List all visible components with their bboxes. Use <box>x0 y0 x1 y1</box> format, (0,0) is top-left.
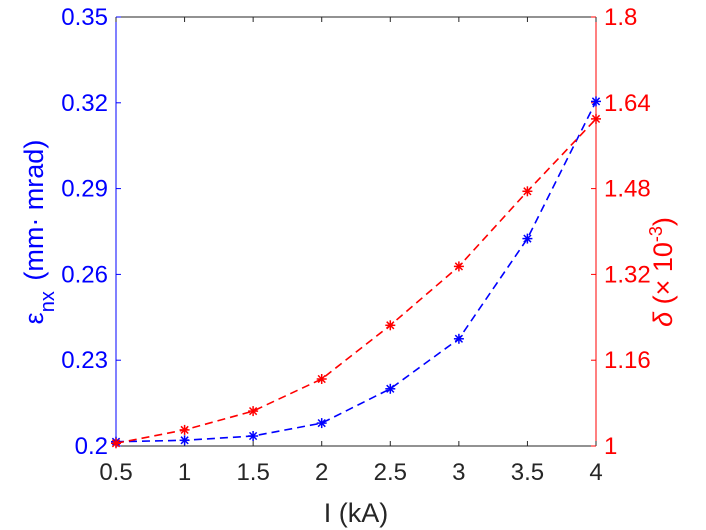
y-left-label-rest: (mm· mrad) <box>19 140 49 288</box>
y-right-label-sup: -3 <box>646 226 666 242</box>
y-left-tick-label: 0.2 <box>75 433 108 460</box>
y-left-tick-label: 0.23 <box>61 347 108 374</box>
x-tick-label: 1.5 <box>236 459 269 486</box>
series-left-point <box>522 233 533 244</box>
y-right-tick-label: 1.48 <box>604 176 651 203</box>
series-left-point <box>385 383 396 394</box>
series-left-point <box>316 418 327 429</box>
series-right-point <box>385 320 396 331</box>
y-left-label-sub: nx <box>37 291 59 312</box>
series-right-point <box>248 406 259 417</box>
series-right-line <box>115 118 597 445</box>
y-left-tick-label: 0.35 <box>61 4 108 31</box>
y-left-axis-title: εnx (mm· mrad) <box>19 140 59 325</box>
series-right-point <box>316 374 327 384</box>
y-left-label-main: ε <box>19 312 49 324</box>
y-right-tick-label: 1.32 <box>604 261 651 288</box>
x-tick-label: 3 <box>452 459 465 486</box>
y-right-tick-label: 1.64 <box>604 90 651 117</box>
x-tick-label: 1 <box>178 459 191 486</box>
series-layer <box>111 96 601 449</box>
x-tick-label: 2 <box>315 459 328 486</box>
x-tick-label: 4 <box>589 459 602 486</box>
series-right-point <box>111 438 121 449</box>
series-left-point <box>591 96 601 107</box>
y-right-tick-label: 1 <box>604 433 617 460</box>
y-right-label-open: (× 10 <box>648 242 678 312</box>
y-right-tick-label: 1.16 <box>604 347 651 374</box>
series-right-point <box>453 261 464 272</box>
y-left-tick-label: 0.29 <box>61 176 108 203</box>
x-tick-label: 0.5 <box>99 459 132 486</box>
axes-group: 0.5 1 1.5 2 2.5 3 3.5 4 0.2 0.23 0.26 0.29 0.32 0.35 1… <box>61 4 650 486</box>
x-tick-label: 2.5 <box>374 459 407 486</box>
series-left-point <box>248 431 259 441</box>
series-left-point <box>179 435 190 446</box>
series-right-point <box>179 424 190 435</box>
y-right-label-main: δ <box>648 311 678 327</box>
y-right-axis-title: δ (× 10-3) <box>646 217 678 327</box>
y-left-tick-label: 0.26 <box>61 261 108 288</box>
series-left-point <box>453 333 464 344</box>
x-tick-label: 3.5 <box>511 459 544 486</box>
series-right-point <box>522 186 533 197</box>
series-right-point <box>591 113 601 124</box>
y-right-tick-label: 1.8 <box>604 4 637 31</box>
y-left-tick-label: 0.32 <box>61 90 108 117</box>
series-left-line <box>115 101 597 443</box>
y-right-label-close: ) <box>648 217 678 226</box>
x-axis-title: I (kA) <box>324 498 389 528</box>
